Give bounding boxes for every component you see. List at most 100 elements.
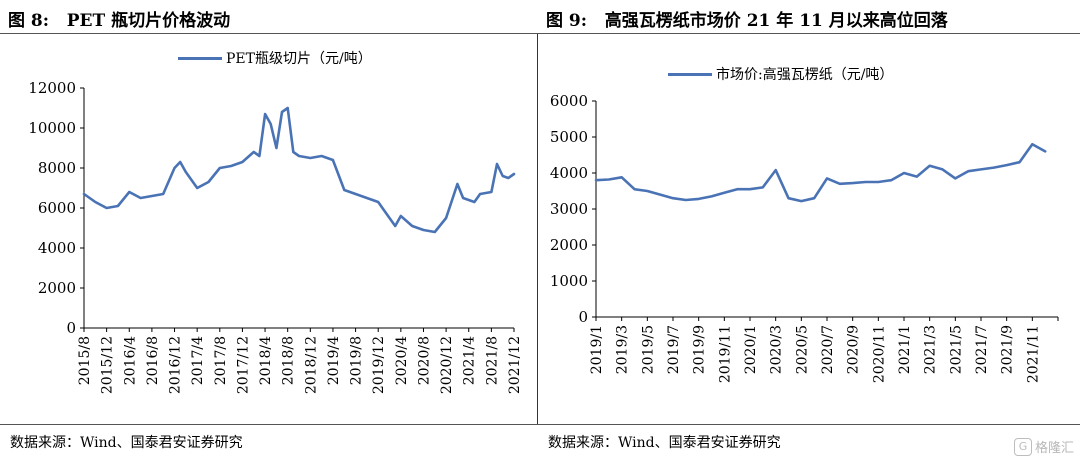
data-point <box>400 215 402 217</box>
data-point <box>980 168 982 171</box>
x-tick-label: 2021/4 <box>462 336 478 385</box>
x-tick-label: 2016/8 <box>145 336 161 385</box>
x-tick-label: 2017/12 <box>235 336 251 394</box>
data-point <box>281 111 283 113</box>
data-point <box>456 183 459 185</box>
data-point <box>179 161 181 163</box>
data-point <box>954 177 957 180</box>
x-tick-label: 2019/12 <box>371 336 387 394</box>
watermark-text: 格隆汇 <box>1034 441 1074 456</box>
data-point <box>479 193 481 195</box>
x-tick-label: 2019/5 <box>640 325 656 374</box>
data-point <box>94 201 97 203</box>
y-tick-label: 12000 <box>28 79 76 97</box>
data-point <box>309 157 312 159</box>
panel-divider <box>537 34 538 424</box>
data-point <box>762 186 764 189</box>
x-tick-label: 2017/8 <box>213 336 229 385</box>
data-point <box>501 175 504 177</box>
x-tick-label: 2020/4 <box>394 336 410 385</box>
data-point <box>941 168 944 171</box>
data-point <box>697 198 700 200</box>
y-tick-label: 0 <box>578 308 588 326</box>
data-point <box>128 191 131 193</box>
x-tick-label: 2019/7 <box>666 325 682 374</box>
data-point <box>672 197 674 199</box>
legend-line-swatch <box>178 56 222 60</box>
data-point <box>595 179 597 181</box>
y-tick-label: 2000 <box>38 279 76 297</box>
x-tick-label: 2021/9 <box>1000 325 1016 374</box>
data-point <box>139 197 142 199</box>
legend-line-swatch <box>668 72 712 76</box>
data-point <box>411 225 414 227</box>
y-tick-label: 2000 <box>550 236 588 254</box>
data-point <box>826 177 828 180</box>
data-point <box>993 166 995 169</box>
data-point <box>252 151 255 153</box>
series-line <box>594 142 1047 203</box>
left-chart-title: 图 8: PET 瓶切片价格波动 <box>8 11 231 31</box>
data-point <box>185 171 187 173</box>
data-point <box>462 197 464 199</box>
data-point <box>298 155 300 157</box>
y-tick-label: 1000 <box>550 272 588 290</box>
data-point <box>434 231 436 233</box>
data-point <box>851 182 854 184</box>
data-point <box>507 177 510 179</box>
left-source-note: 数据来源：Wind、国泰君安证券研究 <box>10 435 243 451</box>
x-tick-label: 2020/12 <box>439 336 455 394</box>
data-point <box>219 167 221 169</box>
data-point <box>230 165 232 167</box>
data-point <box>646 190 649 192</box>
data-point <box>241 161 244 163</box>
x-tick-label: 2019/3 <box>615 325 631 374</box>
top-rule <box>0 33 1080 34</box>
data-point <box>967 170 969 172</box>
y-tick-label: 4000 <box>550 164 588 182</box>
x-tick-label: 2020/11 <box>871 325 887 383</box>
x-tick-label: 2019/1 <box>589 325 605 374</box>
glh-logo-icon: G <box>1013 437 1032 456</box>
data-point <box>496 163 498 165</box>
data-point <box>377 201 380 203</box>
x-tick-label: 2016/12 <box>168 336 184 394</box>
y-tick-label: 3000 <box>550 200 588 218</box>
x-tick-label: 2021/5 <box>948 325 964 374</box>
x-tick-label: 2016/4 <box>122 336 138 385</box>
x-tick-label: 2020/5 <box>794 325 810 374</box>
x-tick-label: 2021/1 <box>897 325 913 374</box>
y-tick-label: 4000 <box>38 239 76 257</box>
x-tick-label: 2020/3 <box>769 325 785 374</box>
data-point <box>490 191 493 193</box>
data-point <box>749 188 751 190</box>
series-line <box>82 106 516 234</box>
x-tick-label: 2017/4 <box>190 336 206 385</box>
data-point <box>877 181 880 183</box>
data-point <box>864 181 867 183</box>
left-legend-label: PET瓶级切片（元/吨） <box>226 51 372 67</box>
data-point <box>196 187 198 189</box>
data-point <box>264 113 266 115</box>
data-point <box>736 188 738 190</box>
right-legend-label: 市场价:高强瓦楞纸（元/吨） <box>716 67 894 83</box>
data-point <box>723 192 726 194</box>
data-point <box>332 159 334 161</box>
data-point <box>659 193 661 196</box>
y-tick-label: 6000 <box>550 92 588 110</box>
data-point <box>320 155 323 157</box>
x-tick-label: 2019/11 <box>717 325 733 383</box>
right-chart-title: 图 9: 高强瓦楞纸市场价 21 年 11 月以来高位回落 <box>546 11 948 31</box>
y-tick-label: 6000 <box>38 199 76 217</box>
data-point <box>890 179 892 181</box>
x-tick-label: 2021/3 <box>923 325 939 374</box>
data-point <box>787 197 790 199</box>
x-tick-label: 2020/7 <box>820 325 836 374</box>
data-point <box>343 189 346 191</box>
watermark: G 格隆汇 <box>1013 437 1074 456</box>
data-point <box>388 217 391 219</box>
data-point <box>903 172 905 174</box>
data-point <box>1044 150 1046 153</box>
data-point <box>117 205 119 207</box>
data-point <box>467 199 470 201</box>
